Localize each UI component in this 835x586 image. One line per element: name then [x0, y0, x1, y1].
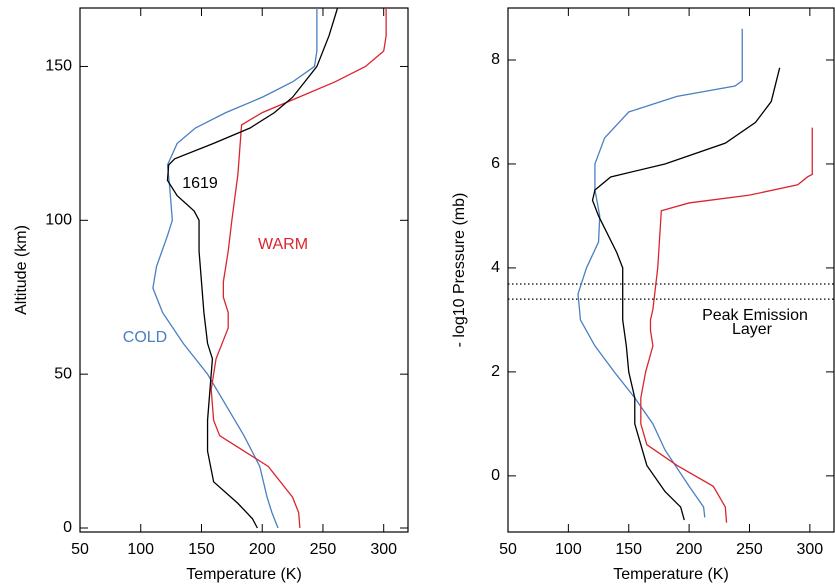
series-label: WARM — [258, 236, 308, 253]
y-axis-label: Altitude (km) — [13, 225, 30, 315]
x-tick-label: 200 — [249, 541, 276, 558]
x-tick-label: 300 — [797, 541, 824, 558]
profile-line — [210, 8, 387, 529]
profile-line — [577, 28, 743, 518]
x-axis-label: Temperature (K) — [186, 566, 302, 583]
x-tick-label: 100 — [555, 541, 582, 558]
x-tick-label: 150 — [615, 541, 642, 558]
profile-line — [640, 127, 813, 523]
x-tick-label: 250 — [310, 541, 337, 558]
y-tick-label: 0 — [63, 519, 72, 536]
y-tick-label: 50 — [54, 365, 72, 382]
series-label: 1619 — [182, 175, 218, 192]
y-tick-label: 6 — [491, 155, 500, 172]
y-tick-label: 2 — [491, 363, 500, 380]
y-tick-label: 100 — [45, 212, 72, 229]
y-tick-label: 150 — [45, 58, 72, 75]
x-tick-label: 300 — [370, 541, 397, 558]
annotation: Peak Emission Layer — [702, 307, 808, 338]
profile-line — [152, 8, 318, 529]
y-tick-label: 0 — [491, 467, 500, 484]
series-label: COLD — [123, 329, 167, 346]
plot-frame — [79, 7, 409, 533]
x-tick-label: 100 — [127, 541, 154, 558]
x-tick-label: 150 — [188, 541, 215, 558]
profile-line — [166, 7, 339, 529]
annotation-line: Peak Emission — [702, 307, 808, 324]
y-axis-label: - log10 Pressure (mb) — [451, 193, 468, 348]
y-tick-label: 4 — [491, 259, 500, 276]
plot-frame — [507, 7, 835, 533]
x-axis-label: Temperature (K) — [613, 566, 729, 583]
y-tick-label: 8 — [491, 51, 500, 68]
x-tick-label: 50 — [499, 541, 517, 558]
x-tick-label: 250 — [736, 541, 763, 558]
annotation-line: Layer — [732, 321, 773, 338]
x-tick-label: 50 — [71, 541, 89, 558]
x-tick-label: 200 — [676, 541, 703, 558]
profile-line — [591, 67, 781, 521]
